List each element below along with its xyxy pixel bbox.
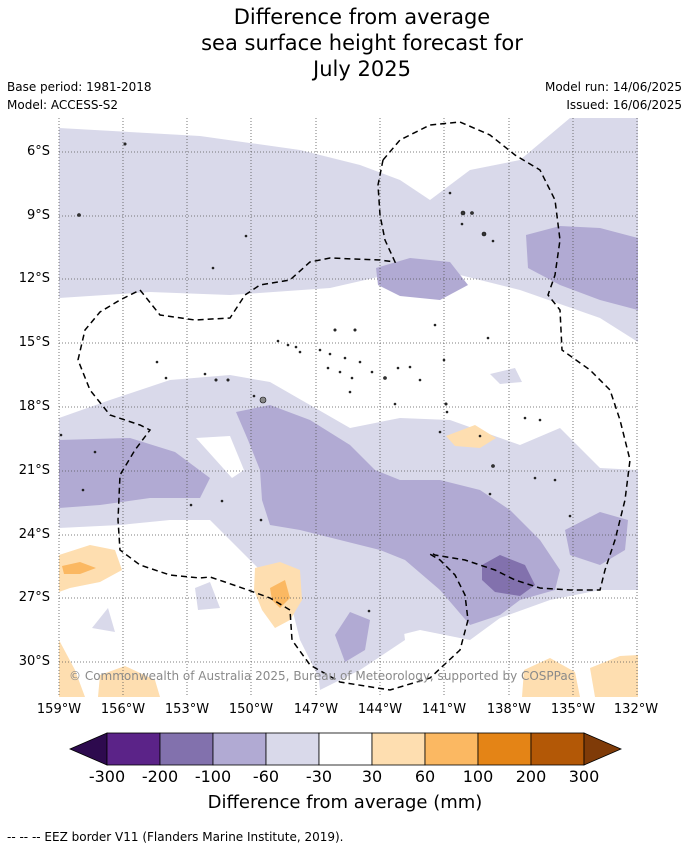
lon-label-159w: 159°W	[36, 702, 82, 717]
colorbar-swatch-3	[212, 732, 267, 766]
lat-label-15s: 15°S	[18, 335, 50, 350]
colorbar-swatch-5	[318, 732, 373, 766]
colorbar-swatch-4	[265, 732, 320, 766]
anomaly-hole-1	[196, 436, 244, 478]
anomaly-band-medium-central	[236, 405, 560, 625]
colorbar-swatch-9	[530, 732, 585, 766]
issued-date: Issued: 16/06/2025	[566, 98, 682, 112]
colorbar-swatch-0	[68, 732, 108, 766]
metadata-left: Base period: 1981-2018 Model: ACCESS-S2	[7, 78, 152, 114]
lat-label-9s: 9°S	[26, 208, 50, 223]
colorbar-swatch-6	[371, 732, 426, 766]
anomaly-positive-strong-west	[62, 562, 96, 574]
colorbar	[68, 732, 623, 766]
colorbar-swatch-10	[583, 732, 623, 766]
anomaly-positive-southeast	[522, 655, 638, 697]
anomaly-spot-light-1	[195, 582, 220, 610]
anomaly-positive-northeast	[446, 425, 496, 448]
eez-borders	[77, 121, 631, 691]
colorbar-tick-2: -100	[194, 767, 232, 786]
eez-border-north-loop	[77, 159, 469, 691]
lon-label-135w: 135°W	[550, 702, 596, 717]
lat-label-30s: 30°S	[18, 654, 50, 669]
anomaly-band-light-north	[59, 118, 638, 342]
anomaly-spot-light-2	[92, 608, 115, 632]
lon-label-144w: 144°W	[357, 702, 403, 717]
colorbar-tick-7: 100	[462, 767, 494, 786]
colorbar-tick-3: -60	[252, 767, 280, 786]
lon-label-147w: 147°W	[293, 702, 339, 717]
colorbar-title: Difference from average (mm)	[207, 792, 483, 813]
anomaly-core-strong	[482, 555, 535, 596]
lat-label-18s: 18°S	[18, 399, 50, 414]
colorbar-swatch-7	[424, 732, 479, 766]
map-title: Difference from average sea surface heig…	[0, 4, 690, 82]
base-period: Base period: 1981-2018	[7, 80, 152, 94]
lon-label-132w: 132°W	[613, 702, 659, 717]
title-line-1: Difference from average	[233, 5, 491, 29]
colorbar-tick-0: -300	[88, 767, 126, 786]
colorbar-swatch-8	[477, 732, 532, 766]
colorbar-tick-5: 30	[361, 767, 383, 786]
model-run: Model run: 14/06/2025	[544, 80, 682, 94]
colorbar-tick-9: 300	[568, 767, 600, 786]
anomaly-fields	[59, 118, 638, 697]
lon-label-141w: 141°W	[421, 702, 467, 717]
lon-label-138w: 138°W	[486, 702, 532, 717]
anomaly-positive-strong-central	[270, 580, 290, 608]
colorbar-tick-8: 200	[515, 767, 547, 786]
copyright-notice: © Commonwealth of Australia 2025, Bureau…	[69, 669, 575, 683]
colorbar-swatch-1	[106, 732, 161, 766]
eez-border-french-polynesia	[382, 121, 631, 591]
lat-label-12s: 12°S	[18, 271, 50, 286]
title-line-3: July 2025	[313, 57, 411, 81]
anomaly-band-medium-east	[526, 226, 638, 310]
lat-label-24s: 24°S	[18, 527, 50, 542]
colorbar-tick-1: -200	[141, 767, 179, 786]
anomaly-band-medium-west	[59, 438, 210, 508]
title-line-2: sea surface height forecast for	[201, 31, 523, 55]
lon-label-153w: 153°W	[164, 702, 210, 717]
model-name: Model: ACCESS-S2	[7, 98, 119, 112]
lat-label-6s: 6°S	[26, 144, 50, 159]
eez-legend: -- -- -- EEZ border V11 (Flanders Marine…	[7, 830, 344, 844]
lat-label-21s: 21°S	[18, 463, 50, 478]
lon-label-156w: 156°W	[100, 702, 146, 717]
lon-label-150w: 150°W	[228, 702, 274, 717]
metadata-right: Model run: 14/06/2025 Issued: 16/06/2025	[545, 78, 682, 114]
colorbar-tick-6: 60	[414, 767, 436, 786]
lat-label-27s: 27°S	[18, 590, 50, 605]
anomaly-band-medium-south	[335, 612, 370, 662]
anomaly-band-medium-southeast	[565, 512, 628, 565]
colorbar-swatch-2	[159, 732, 214, 766]
colorbar-tick-4: -30	[305, 767, 333, 786]
anomaly-positive-southwest	[59, 640, 160, 697]
islands	[59, 142, 572, 613]
anomaly-spot-light-3	[490, 368, 522, 384]
